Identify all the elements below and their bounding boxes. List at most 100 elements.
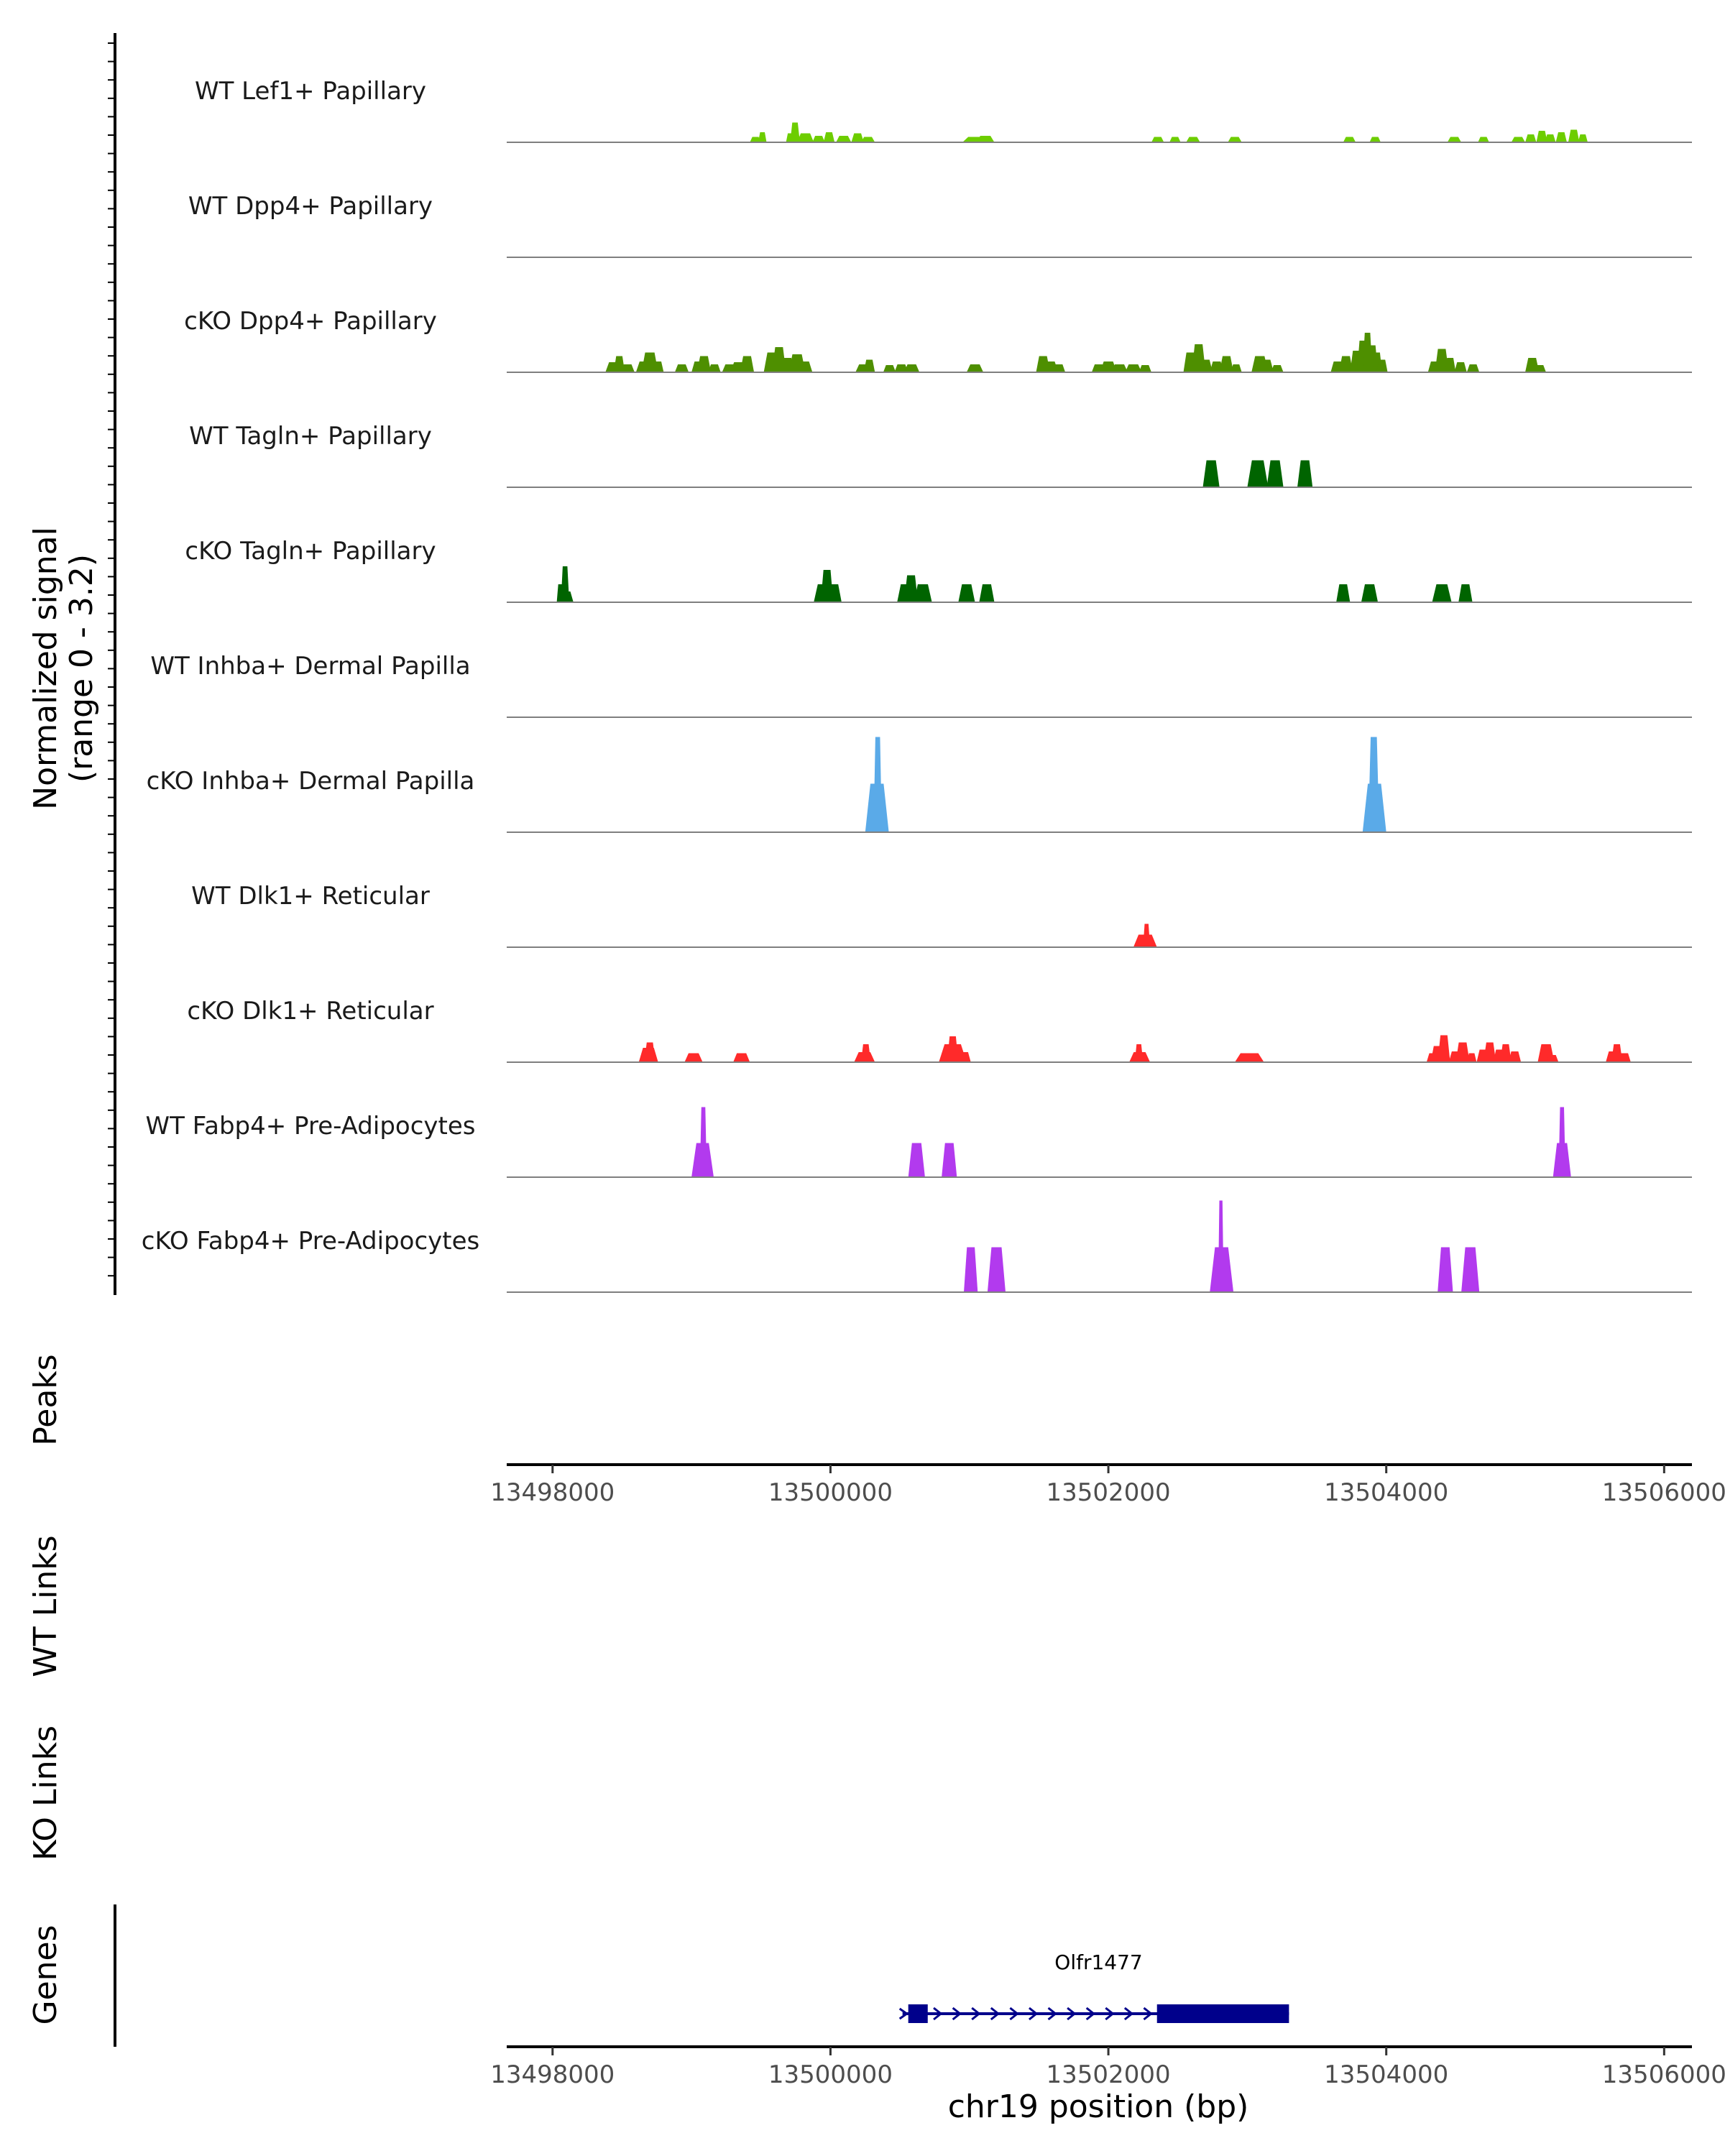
signal-peak <box>1186 137 1200 142</box>
strand-arrow <box>1085 2007 1096 2021</box>
signal-peak <box>1447 137 1462 142</box>
track-label: cKO Dlk1+ Reticular <box>187 997 433 1026</box>
track-6: WT Inhba+ Dermal Papilla <box>150 652 1692 718</box>
signal-peak <box>790 122 800 142</box>
genes-track-label: Genes <box>27 1925 64 2024</box>
signal-peak <box>873 737 882 832</box>
signal-peak <box>797 133 814 142</box>
signal-peak <box>674 364 689 372</box>
x-axis-title: chr19 position (bp) <box>948 2088 1249 2125</box>
signal-peak <box>733 1053 750 1062</box>
signal-peak <box>1508 1051 1522 1062</box>
signal-peak <box>699 1107 707 1177</box>
track-label: WT Inhba+ Dermal Papilla <box>150 652 470 681</box>
signal-peak <box>561 566 569 602</box>
signal-peak <box>1369 137 1381 142</box>
signal-peak <box>1125 364 1142 372</box>
signal-peak <box>1435 349 1449 372</box>
signal-peak <box>823 132 835 142</box>
signal-peak <box>1525 134 1537 142</box>
signal-peak <box>1258 359 1274 372</box>
track-5: cKO Tagln+ Papillary <box>185 537 1692 603</box>
signal-peak <box>613 356 625 372</box>
ko-links-track-label: KO Links <box>27 1726 64 1861</box>
gene-track: Olfr1477 <box>898 1950 1289 2023</box>
strand-arrow <box>933 2007 943 2021</box>
signal-peak <box>1198 359 1213 372</box>
signal-peak <box>1271 365 1284 372</box>
signal-peak <box>684 1053 703 1062</box>
signal-peak <box>1536 131 1547 142</box>
x-tick-label: 13498000 <box>490 2060 615 2089</box>
signal-peak <box>958 1052 971 1062</box>
signal-peak <box>1218 1200 1224 1292</box>
signal-peak <box>976 136 995 142</box>
signal-peak <box>947 1036 959 1062</box>
signal-peak <box>1235 1053 1264 1062</box>
track-label: WT Dlk1+ Reticular <box>191 882 430 911</box>
signal-peak <box>1466 1053 1477 1062</box>
track-8: WT Dlk1+ Reticular <box>191 882 1692 948</box>
signal-peak <box>883 365 896 372</box>
signal-peak <box>1336 584 1351 602</box>
signal-peak <box>861 137 875 142</box>
signal-peak <box>1578 134 1588 142</box>
strand-arrow <box>898 2007 909 2020</box>
signal-peak <box>758 132 767 142</box>
signal-peak <box>1343 137 1356 142</box>
x-tick-label: 13506000 <box>1602 2060 1725 2089</box>
signal-peak <box>1444 358 1456 372</box>
signal-peak <box>1454 362 1467 372</box>
coverage-tracks: WT Lef1+ Papillary WT Dpp4+ Papillary cKO … <box>142 77 1692 1293</box>
signal-peak <box>1219 356 1234 372</box>
track-label: WT Dpp4+ Papillary <box>188 192 433 221</box>
signal-peak <box>1202 460 1220 487</box>
x-axis-upper: 13498000 13500000 13502000 13504000 13506000 <box>490 1465 1725 1507</box>
signal-peak <box>836 136 852 142</box>
signal-peak <box>966 364 984 372</box>
signal-peak <box>644 1042 656 1062</box>
track-11: cKO Fabp4+ Pre-Adipocytes <box>142 1200 1692 1293</box>
signal-peak <box>696 356 712 372</box>
track-label: WT Fabp4+ Pre-Adipocytes <box>146 1112 476 1141</box>
signal-peak <box>1478 137 1489 142</box>
signal-peak <box>942 1143 957 1177</box>
x-tick-label: 13506000 <box>1602 1478 1725 1507</box>
signal-peak <box>1266 460 1284 487</box>
x-tick-label: 13500000 <box>768 2060 893 2089</box>
signal-peak <box>1461 1247 1480 1292</box>
signal-peak <box>1230 364 1242 372</box>
signal-peak <box>1455 1042 1470 1062</box>
signal-peak <box>826 584 842 602</box>
signal-peak <box>894 364 908 372</box>
track-7: cKO Inhba+ Dermal Papilla <box>147 737 1692 833</box>
track-label: cKO Tagln+ Papillary <box>185 537 436 566</box>
track-1: WT Lef1+ Papillary <box>195 77 1692 143</box>
signal-peak <box>1247 460 1269 487</box>
y-axis-ticks <box>108 42 115 1277</box>
track-label: cKO Inhba+ Dermal Papilla <box>147 767 475 796</box>
signal-peak <box>1555 132 1567 142</box>
strand-arrow <box>1105 2007 1115 2021</box>
signal-peak <box>1558 1107 1566 1177</box>
signal-peak <box>964 1247 978 1292</box>
strand-arrow <box>1009 2007 1019 2021</box>
signal-peak <box>1545 134 1556 142</box>
signal-peak <box>1339 356 1353 372</box>
strand-arrow <box>990 2007 1000 2021</box>
strand-arrow <box>952 2007 962 2021</box>
signal-peak <box>740 356 755 372</box>
track-label: cKO Fabp4+ Pre-Adipocytes <box>142 1227 480 1256</box>
x-tick-label: 13498000 <box>490 1478 615 1507</box>
gene-name-label: Olfr1477 <box>1054 1950 1142 1974</box>
signal-peak <box>861 1044 871 1062</box>
signal-peak <box>812 136 825 142</box>
signal-peak <box>1533 365 1546 372</box>
signal-peak <box>620 364 635 372</box>
x-tick-label: 13502000 <box>1046 2060 1171 2089</box>
signal-peak <box>1484 1042 1496 1062</box>
signal-peak <box>1151 137 1164 142</box>
signal-peak <box>1500 1044 1512 1062</box>
track-label: cKO Dpp4+ Papillary <box>184 307 437 336</box>
